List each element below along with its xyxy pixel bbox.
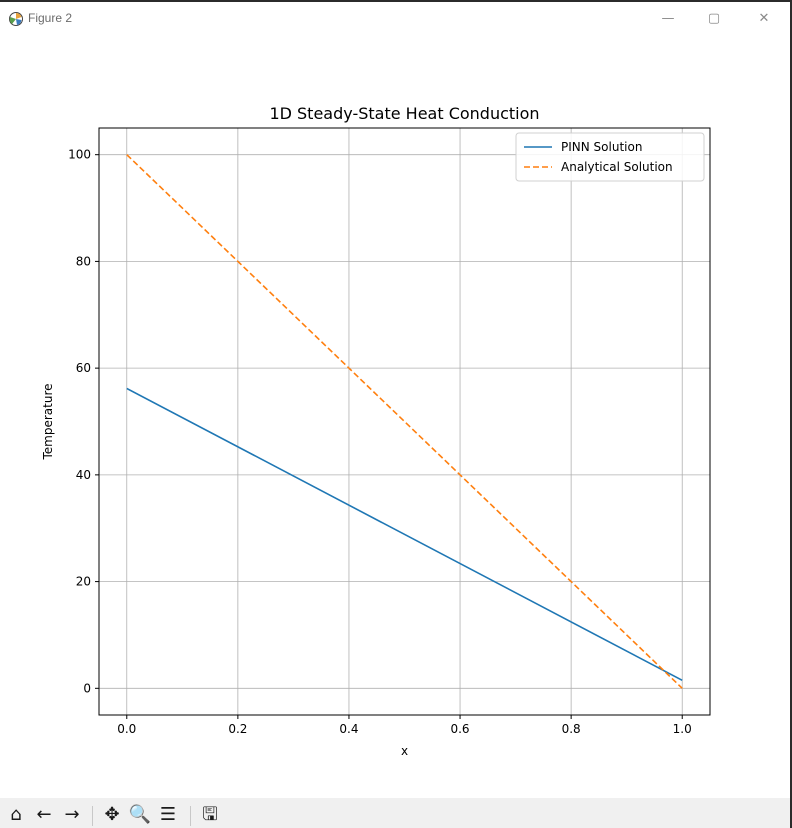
pan-button[interactable]: ✥ — [100, 802, 124, 828]
back-arrow-icon: ← — [36, 804, 52, 825]
series-line — [126, 387, 683, 682]
forward-arrow-button[interactable]: → — [60, 802, 84, 828]
zoom-button[interactable]: 🔍 — [128, 802, 152, 828]
minimize-button[interactable]: — — [648, 6, 688, 32]
legend-label: Analytical Solution — [561, 160, 673, 174]
x-axis-label: x — [401, 744, 408, 758]
axes-frame — [98, 127, 711, 716]
y-tick-label: 0 — [83, 681, 91, 695]
home-button[interactable]: ⌂ — [4, 802, 28, 828]
line-chart: 0.0 0.2 0.4 0.6 0.8 1.0 0 20 40 60 80 100 1D Steady… — [41, 104, 711, 758]
forward-arrow-icon: → — [64, 804, 80, 825]
y-tick-label: 40 — [76, 468, 91, 482]
zoom-icon: 🔍 — [128, 804, 152, 825]
home-icon: ⌂ — [10, 804, 22, 825]
legend: PINN Solution Analytical Solution — [515, 132, 705, 182]
toolbar-separator — [190, 806, 191, 826]
figure-canvas[interactable]: 0.0 0.2 0.4 0.6 0.8 1.0 0 20 40 60 80 100 1D Steady… — [0, 36, 790, 796]
legend-box — [515, 132, 705, 182]
matplotlib-icon — [9, 12, 23, 26]
x-tick-label: 0.8 — [562, 722, 581, 736]
y-tick-label: 60 — [76, 361, 91, 375]
close-icon: ✕ — [758, 11, 770, 26]
configure-subplots-icon: ☰ — [159, 804, 177, 825]
save-button[interactable]: 🖫 — [198, 802, 222, 828]
chart-title: 1D Steady-State Heat Conduction — [269, 104, 539, 123]
title-bar[interactable]: Figure 2 — ▢ ✕ — [0, 2, 790, 36]
toolbar-separator — [92, 806, 93, 826]
back-arrow-button[interactable]: ← — [32, 802, 56, 828]
axis-ticks: 0.0 0.2 0.4 0.6 0.8 1.0 0 20 40 60 80 100 — [68, 148, 692, 736]
series-lines — [126, 154, 683, 689]
x-tick-label: 0.0 — [117, 722, 136, 736]
y-tick-label: 100 — [68, 148, 91, 162]
navigation-toolbar: ⌂ ← → ✥ 🔍 ☰ 🖫 — [0, 798, 790, 828]
minimize-icon: — — [661, 11, 675, 26]
save-icon: 🖫 — [202, 804, 218, 825]
x-tick-label: 0.6 — [450, 722, 469, 736]
x-tick-label: 1.0 — [673, 722, 692, 736]
y-axis-label: Temperature — [41, 383, 55, 460]
y-tick-label: 20 — [76, 575, 91, 589]
close-button[interactable]: ✕ — [744, 6, 784, 32]
maximize-icon: ▢ — [707, 11, 721, 26]
x-tick-label: 0.2 — [228, 722, 247, 736]
configure-subplots-button[interactable]: ☰ — [156, 802, 180, 828]
legend-label: PINN Solution — [561, 140, 642, 154]
x-tick-label: 0.4 — [339, 722, 358, 736]
y-tick-label: 80 — [76, 254, 91, 268]
series-line — [126, 154, 683, 689]
pan-icon: ✥ — [104, 804, 120, 825]
window-title: Figure 2 — [28, 11, 73, 25]
grid-lines — [99, 128, 710, 715]
maximize-button[interactable]: ▢ — [694, 6, 734, 32]
